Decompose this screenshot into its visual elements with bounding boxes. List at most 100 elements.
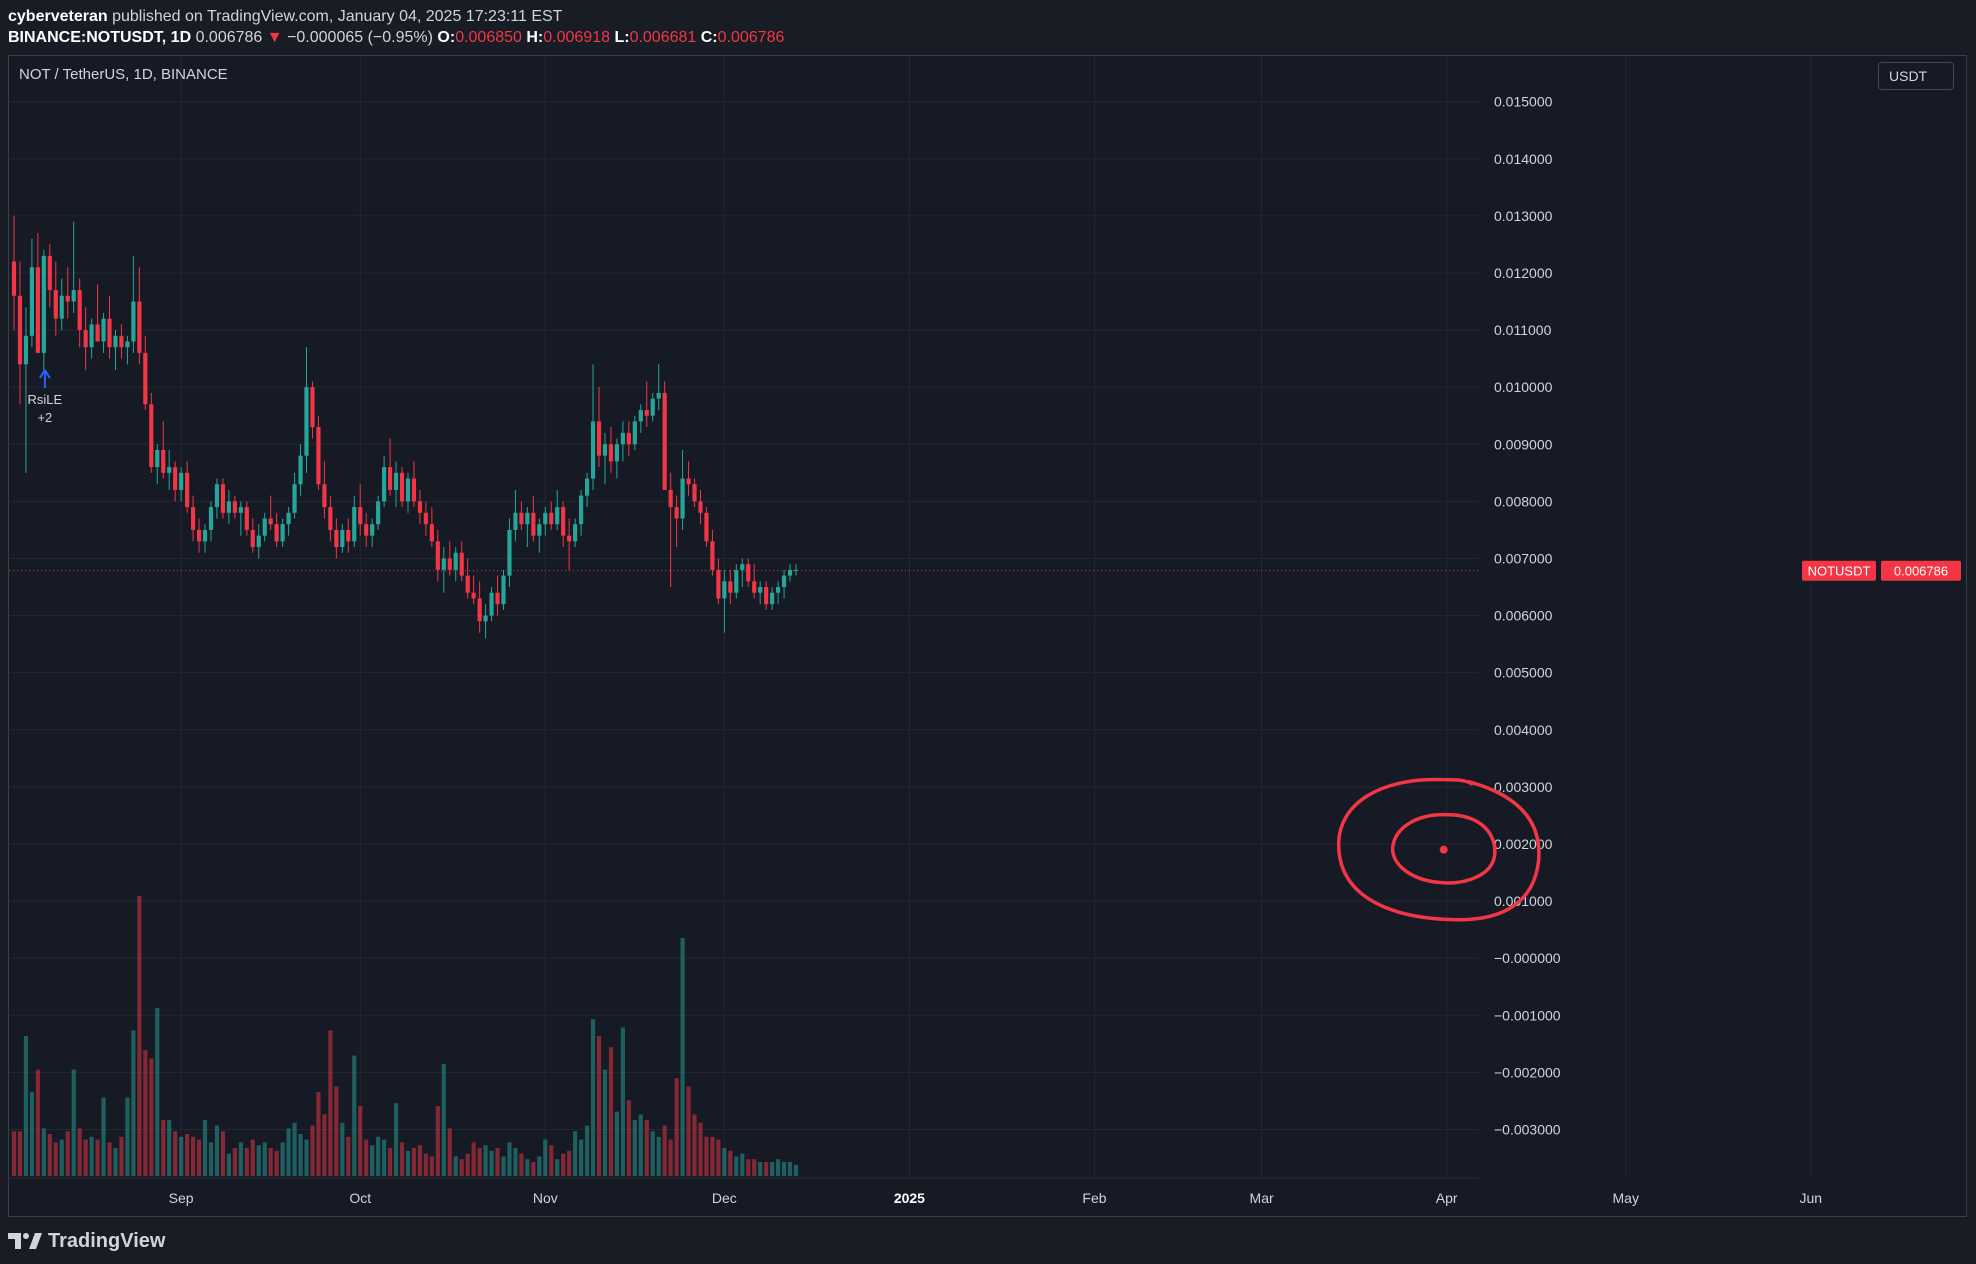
x-tick-label: May xyxy=(1613,1190,1639,1206)
candle xyxy=(89,318,94,359)
volume-bar xyxy=(793,1164,799,1176)
volume-bar xyxy=(47,1134,52,1176)
candle-body xyxy=(310,387,315,428)
volume-bar xyxy=(196,1139,202,1176)
candle xyxy=(704,507,709,548)
volume-bar xyxy=(423,1153,428,1176)
candle-body xyxy=(698,501,703,513)
candle-body xyxy=(167,467,172,473)
candle xyxy=(155,444,160,485)
candle-body xyxy=(292,484,297,513)
candle xyxy=(322,461,327,519)
volume-bar xyxy=(35,1069,40,1176)
candle-body xyxy=(161,449,166,473)
volume-bar xyxy=(256,1145,261,1176)
volume-bar xyxy=(770,1162,775,1176)
volume-bar xyxy=(567,1150,572,1176)
candle-body xyxy=(59,295,64,319)
volume-bar xyxy=(716,1139,721,1176)
candle xyxy=(161,421,166,479)
x-tick-label: Dec xyxy=(712,1190,737,1206)
candle-body xyxy=(489,592,494,616)
candle-body xyxy=(453,552,458,570)
y-tick-label: 0.004000 xyxy=(1494,722,1553,738)
candle-body xyxy=(704,512,709,542)
candle-body xyxy=(71,290,76,302)
candle-body xyxy=(334,529,339,548)
volume-bar xyxy=(268,1148,273,1176)
volume-bar xyxy=(441,1064,446,1176)
candle-body xyxy=(435,541,440,570)
volume-bar xyxy=(399,1142,405,1176)
candle xyxy=(650,392,655,422)
high-label: H: xyxy=(526,29,544,46)
candle-body xyxy=(387,467,393,490)
candle-body xyxy=(382,467,387,502)
candle xyxy=(602,432,608,485)
volume-bar xyxy=(776,1159,781,1176)
candle-body xyxy=(770,592,775,605)
candle-body xyxy=(238,507,243,513)
candle-body xyxy=(131,301,136,342)
candle xyxy=(441,547,446,593)
candle xyxy=(53,261,58,336)
currency-unit-button[interactable]: USDT xyxy=(1878,62,1954,90)
candle xyxy=(429,507,434,548)
volume-bar xyxy=(781,1162,787,1176)
x-tick-label: Sep xyxy=(169,1190,194,1206)
volume-bar xyxy=(674,1078,679,1176)
candle xyxy=(399,467,405,508)
candle xyxy=(83,307,88,371)
signal-arrow-up-icon xyxy=(39,369,51,389)
volume-bar xyxy=(620,1027,625,1176)
candle xyxy=(758,581,763,605)
volume-bar xyxy=(29,1092,34,1176)
volume-bar xyxy=(465,1153,470,1176)
price-chart[interactable]: 0.015000 0.014000 0.013000 0.012000 0.011000… xyxy=(9,56,1966,1216)
volume-bar xyxy=(232,1148,237,1176)
volume-bar xyxy=(179,1136,184,1176)
candle xyxy=(364,512,369,548)
candle-body xyxy=(340,529,345,548)
candle xyxy=(131,255,136,353)
candle xyxy=(435,529,440,582)
candle-body xyxy=(423,512,428,525)
volume-bar xyxy=(579,1139,584,1176)
candle xyxy=(244,501,249,536)
candle xyxy=(304,347,309,473)
candle xyxy=(220,478,226,519)
candle xyxy=(196,518,202,553)
candle xyxy=(543,507,548,536)
volume-bar xyxy=(17,1131,23,1176)
candle xyxy=(208,501,214,542)
candle-body xyxy=(513,512,518,530)
candle-body xyxy=(65,295,70,302)
candle-body xyxy=(77,290,82,331)
candle-body xyxy=(447,558,452,570)
candle xyxy=(17,261,23,405)
candle-body xyxy=(537,524,542,536)
volume-bar xyxy=(155,1008,160,1176)
brand-name: TradingView xyxy=(48,1229,166,1252)
volume-bar xyxy=(590,1019,596,1176)
publish-line: cyberveteran published on TradingView.co… xyxy=(8,6,1948,27)
candle-body xyxy=(143,352,148,405)
candle xyxy=(101,312,106,353)
y-tick-label: −0.002000 xyxy=(1494,1064,1561,1080)
volume-bar xyxy=(89,1136,94,1176)
candle xyxy=(190,495,196,542)
candle xyxy=(226,489,231,525)
candle xyxy=(793,564,799,576)
volume-bar xyxy=(519,1153,524,1176)
candle-body xyxy=(47,255,52,291)
tradingview-logo[interactable]: TradingView xyxy=(8,1226,165,1256)
candle-body xyxy=(459,552,464,576)
author-name[interactable]: cyberveteran xyxy=(8,8,108,25)
candle xyxy=(232,495,237,519)
chart-frame[interactable]: 0.015000 0.014000 0.013000 0.012000 0.011000… xyxy=(8,55,1967,1217)
candle xyxy=(632,415,637,450)
candle-body xyxy=(328,507,333,530)
volume-bar xyxy=(292,1122,297,1176)
candle xyxy=(561,501,566,548)
candle xyxy=(185,461,190,513)
